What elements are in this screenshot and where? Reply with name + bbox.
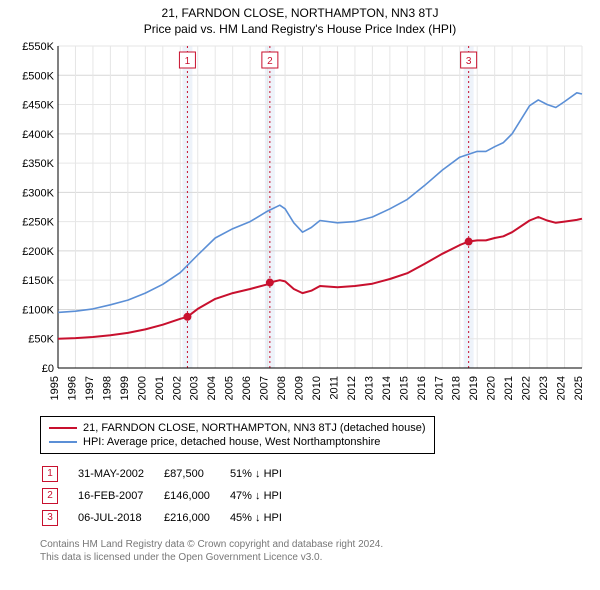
svg-text:£200K: £200K [22, 246, 54, 258]
sale-date: 31-MAY-2002 [78, 464, 162, 484]
chart-plot-area: £0 £50K £100K £150K £200K £250K £300K £350K £400… [10, 40, 590, 410]
footer-line1: Contains HM Land Registry data © Crown c… [40, 538, 600, 551]
svg-text:2000: 2000 [136, 376, 148, 400]
svg-text:2007: 2007 [259, 376, 271, 400]
svg-text:2017: 2017 [433, 376, 445, 400]
svg-text:1996: 1996 [66, 376, 78, 400]
sale-marker-box: 2 [42, 488, 58, 504]
svg-text:2014: 2014 [381, 376, 393, 400]
sale-price: £216,000 [164, 508, 228, 528]
chart-title: 21, FARNDON CLOSE, NORTHAMPTON, NN3 8TJ [0, 0, 600, 20]
svg-text:1: 1 [185, 56, 191, 67]
svg-text:2011: 2011 [328, 376, 340, 400]
sale-price: £87,500 [164, 464, 228, 484]
svg-text:£350K: £350K [22, 158, 54, 170]
svg-text:2005: 2005 [224, 376, 236, 400]
svg-text:£0: £0 [42, 363, 54, 375]
svg-text:2002: 2002 [171, 376, 183, 400]
svg-text:£50K: £50K [28, 334, 54, 346]
svg-text:1999: 1999 [119, 376, 131, 400]
svg-text:1997: 1997 [84, 376, 96, 400]
svg-text:2025: 2025 [573, 376, 585, 400]
svg-text:2010: 2010 [311, 376, 323, 400]
chart-container: 21, FARNDON CLOSE, NORTHAMPTON, NN3 8TJ … [0, 0, 600, 590]
footer: Contains HM Land Registry data © Crown c… [40, 538, 600, 564]
svg-text:2023: 2023 [538, 376, 550, 400]
table-row: 1 31-MAY-2002£87,50051% ↓ HPI [42, 464, 300, 484]
svg-text:£250K: £250K [22, 217, 54, 229]
svg-text:2021: 2021 [503, 376, 515, 400]
sale-marker-box: 3 [42, 510, 58, 526]
legend-item-hpi: HPI: Average price, detached house, West… [49, 435, 426, 449]
svg-text:2006: 2006 [241, 376, 253, 400]
svg-text:2015: 2015 [398, 376, 410, 400]
svg-text:£450K: £450K [22, 100, 54, 112]
sale-marker-box: 1 [42, 466, 58, 482]
table-row: 3 06-JUL-2018£216,00045% ↓ HPI [42, 508, 300, 528]
chart-subtitle: Price paid vs. HM Land Registry's House … [0, 20, 600, 40]
legend: 21, FARNDON CLOSE, NORTHAMPTON, NN3 8TJ … [40, 416, 435, 454]
legend-label-hpi: HPI: Average price, detached house, West… [83, 436, 380, 448]
svg-text:3: 3 [466, 56, 472, 67]
svg-text:2018: 2018 [451, 376, 463, 400]
sale-delta: 47% ↓ HPI [230, 486, 300, 506]
sale-delta: 45% ↓ HPI [230, 508, 300, 528]
svg-text:1995: 1995 [49, 376, 61, 400]
svg-text:£300K: £300K [22, 187, 54, 199]
sales-table: 1 31-MAY-2002£87,50051% ↓ HPI 2 16-FEB-2007… [40, 462, 302, 530]
sale-delta: 51% ↓ HPI [230, 464, 300, 484]
legend-swatch-hpi [49, 441, 77, 443]
svg-text:2024: 2024 [556, 376, 568, 400]
svg-text:2019: 2019 [468, 376, 480, 400]
svg-text:£150K: £150K [22, 275, 54, 287]
svg-text:2003: 2003 [189, 376, 201, 400]
svg-text:2004: 2004 [206, 376, 218, 400]
svg-text:2020: 2020 [486, 376, 498, 400]
svg-text:1998: 1998 [101, 376, 113, 400]
chart-svg: £0 £50K £100K £150K £200K £250K £300K £350K £400… [10, 40, 590, 410]
svg-text:£400K: £400K [22, 129, 54, 141]
svg-text:2: 2 [267, 56, 273, 67]
svg-text:2013: 2013 [363, 376, 375, 400]
legend-swatch-property [49, 427, 77, 429]
svg-text:2001: 2001 [154, 376, 166, 400]
svg-text:2009: 2009 [294, 376, 306, 400]
svg-text:£550K: £550K [22, 41, 54, 53]
legend-label-property: 21, FARNDON CLOSE, NORTHAMPTON, NN3 8TJ … [83, 422, 426, 434]
svg-text:2016: 2016 [416, 376, 428, 400]
svg-text:2008: 2008 [276, 376, 288, 400]
svg-text:2012: 2012 [346, 376, 358, 400]
svg-text:£100K: £100K [22, 304, 54, 316]
sale-date: 16-FEB-2007 [78, 486, 162, 506]
sale-price: £146,000 [164, 486, 228, 506]
legend-item-property: 21, FARNDON CLOSE, NORTHAMPTON, NN3 8TJ … [49, 421, 426, 435]
table-row: 2 16-FEB-2007£146,00047% ↓ HPI [42, 486, 300, 506]
sale-date: 06-JUL-2018 [78, 508, 162, 528]
footer-line2: This data is licensed under the Open Gov… [40, 551, 600, 564]
svg-text:2022: 2022 [521, 376, 533, 400]
svg-text:£500K: £500K [22, 70, 54, 82]
